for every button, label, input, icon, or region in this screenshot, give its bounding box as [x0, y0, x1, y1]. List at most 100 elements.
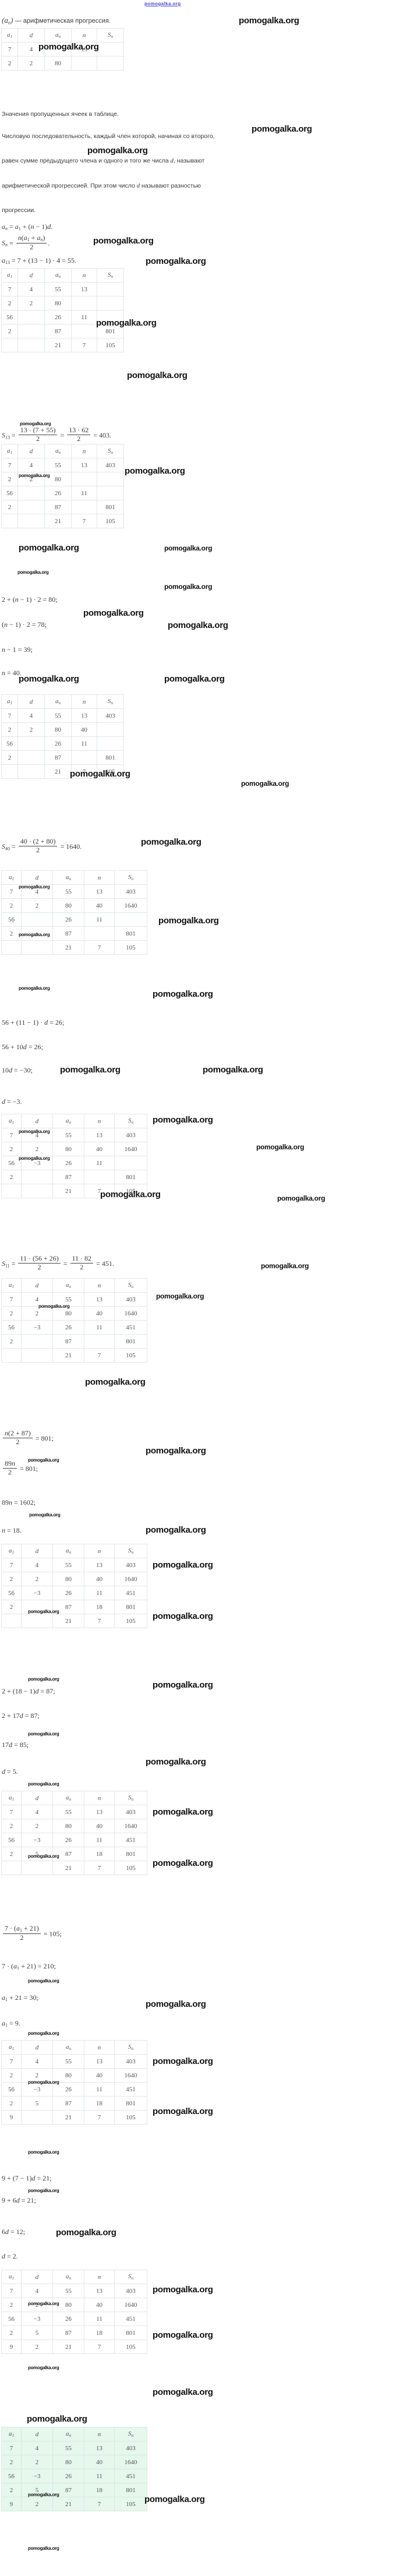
col-an: an — [52, 870, 84, 885]
formula-step-a1-3: a1 + 21 = 30; — [2, 1993, 38, 2003]
cell: 2 — [1, 2483, 22, 2497]
cell: 80 — [52, 1142, 84, 1156]
cell: 7 — [84, 2110, 115, 2125]
formula-step-n40-4: n = 40. — [2, 669, 22, 677]
table-row: 2 2 80 40 1640 — [1, 1819, 147, 1833]
watermark: pomogalka.org — [28, 2188, 59, 2193]
cell — [21, 940, 53, 955]
cell: −3 — [21, 1833, 53, 1847]
col-a1: a1 — [1, 1114, 22, 1128]
cell: 403 — [114, 2284, 147, 2298]
cell: 40 — [84, 898, 115, 913]
cell: 2 — [1, 2326, 22, 2340]
table-row: 9 21 7 105 — [1, 2110, 147, 2125]
cell: 7 — [1, 708, 18, 723]
formula-step-n18-2: 89n 2 = 801; — [2, 1459, 38, 1478]
watermark-top: pomogalka.org — [144, 1, 181, 6]
cell — [71, 56, 97, 70]
cell — [71, 324, 97, 338]
watermark: pomogalka.org — [164, 583, 213, 591]
progression-table-6: a1 d an n Sn 7 4 55 13 403 2 2 80 40 1640 56 −3 26 11 45… — [1, 1278, 147, 1363]
cell: 87 — [44, 324, 72, 338]
watermark: pomogalka.org — [85, 1377, 146, 1387]
table-row: 7 4 55 13 403 — [1, 884, 147, 899]
cell: 55 — [52, 884, 84, 899]
cell: 451 — [114, 2469, 147, 2483]
cell: 2 — [1, 2096, 22, 2111]
cell: 26 — [52, 2082, 84, 2097]
cell: 13 — [84, 2284, 115, 2298]
cell: 18 — [84, 2483, 115, 2497]
table-row: 2 87 801 — [1, 750, 124, 765]
cell: 2 — [21, 898, 53, 913]
cell — [17, 750, 45, 765]
cell: 2 — [1, 750, 18, 765]
col-sn: Sn — [97, 268, 124, 283]
cell: 1640 — [114, 898, 147, 913]
formula-step-d3-3: 10d = −30; — [2, 1066, 33, 1074]
watermark: pomogalka.org — [56, 2228, 116, 2238]
cell — [97, 296, 124, 310]
cell — [114, 912, 147, 927]
table-header-row: a1 d an n Sn — [1, 2040, 147, 2055]
watermark: pomogalka.org — [87, 146, 148, 156]
cell: 7 — [71, 338, 97, 352]
table-row: 2 5 87 18 801 — [1, 2096, 147, 2111]
cell: 56 — [1, 1833, 22, 1847]
cell: 105 — [114, 2110, 147, 2125]
watermark: pomogalka.org — [28, 2031, 59, 2036]
cell: 2 — [17, 472, 45, 486]
table-row: 56 26 11 — [1, 486, 124, 500]
cell: 105 — [114, 2339, 147, 2354]
formula-step-n40-1: 2 + (n − 1) · 2 = 80; — [2, 595, 58, 604]
col-d: d — [21, 2270, 53, 2284]
table-row: 21 7 105 — [1, 514, 124, 528]
watermark: pomogalka.org — [168, 620, 228, 630]
cell: 13 — [84, 2054, 115, 2069]
cell: 9 — [1, 2339, 22, 2354]
cell — [17, 324, 45, 338]
cell: −3 — [21, 1320, 53, 1335]
cell: 451 — [114, 1586, 147, 1600]
cell: 26 — [52, 2469, 84, 2483]
cell: 21 — [52, 2497, 84, 2511]
watermark: pomogalka.org — [256, 1143, 305, 1151]
table-row: 7 4 55 13 403 — [1, 458, 124, 472]
watermark: pomogalka.org — [252, 124, 312, 134]
cell: 55 — [52, 1805, 84, 1819]
col-a1: a1 — [1, 1278, 22, 1293]
watermark: pomogalka.org — [153, 1115, 213, 1125]
table-row: 2 87 801 — [1, 324, 124, 338]
watermark: pomogalka.org — [28, 1677, 59, 1682]
cell: 80 — [44, 472, 72, 486]
cell: 2 — [1, 1847, 22, 1861]
col-n: n — [84, 870, 115, 885]
cell: 11 — [71, 486, 97, 500]
cell: 451 — [114, 1320, 147, 1335]
table-row: 2 5 87 18 801 — [1, 2326, 147, 2340]
cell: 11 — [84, 2082, 115, 2097]
cell: −3 — [21, 2082, 53, 2097]
table-row: 7 4 13 — [1, 42, 124, 57]
table-row: 2 2 80 40 — [1, 722, 124, 737]
cell: 7 — [84, 2339, 115, 2354]
watermark: pomogalka.org — [239, 16, 299, 26]
watermark: pomogalka.org — [27, 2414, 87, 2424]
definition-line-2: равен сумме предыдущего члена и одного и… — [2, 157, 205, 164]
col-sn: Sn — [114, 1278, 147, 1293]
cell: 9 — [1, 2497, 22, 2511]
watermark: pomogalka.org — [19, 986, 50, 991]
watermark: pomogalka.org — [146, 256, 206, 266]
cell: −3 — [21, 2312, 53, 2326]
cell — [21, 926, 53, 941]
cell: 26 — [52, 1586, 84, 1600]
definition-line-4: прогрессии. — [2, 207, 36, 214]
cell: 105 — [114, 940, 147, 955]
progression-table-1: a1 d an n Sn 7 4 55 13 2 2 80 56 26 11 2 87 801 21 7 10… — [1, 268, 124, 352]
table-row: 9 2 21 7 105 — [1, 2497, 147, 2511]
col-n: n — [84, 1544, 115, 1558]
cell: 801 — [114, 2096, 147, 2111]
cell: 801 — [97, 500, 124, 514]
table-header-row: a1 d an n Sn — [1, 444, 124, 458]
